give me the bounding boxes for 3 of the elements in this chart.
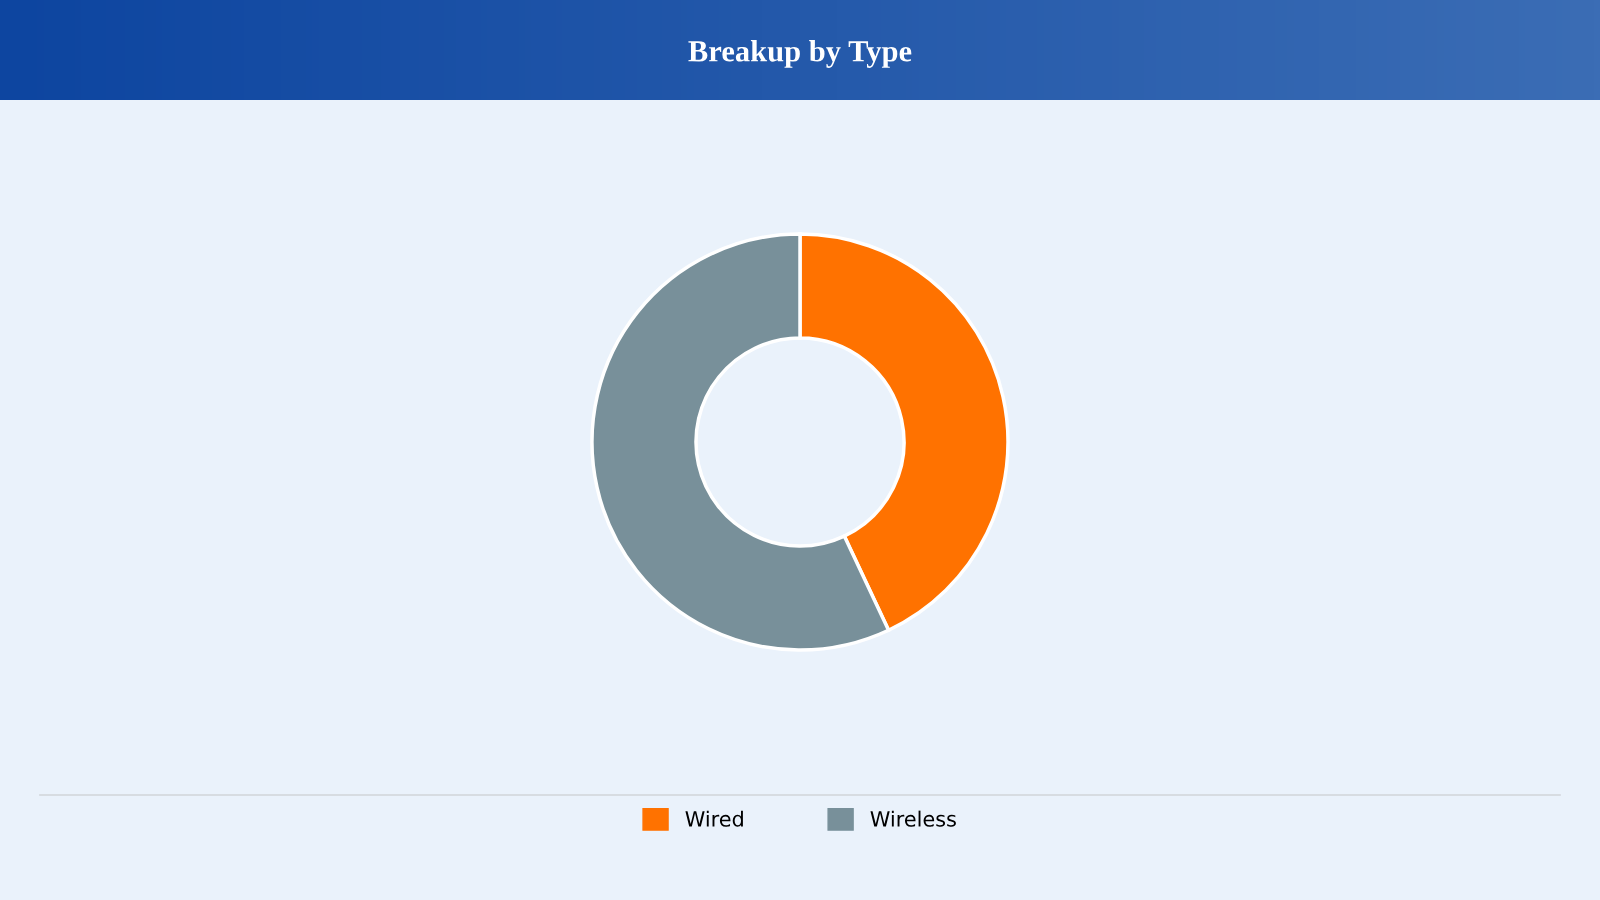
legend-label: Wired [685,810,743,827]
legend-label: Wireless [870,810,956,827]
chart-title: Breakup by Type [688,40,912,68]
